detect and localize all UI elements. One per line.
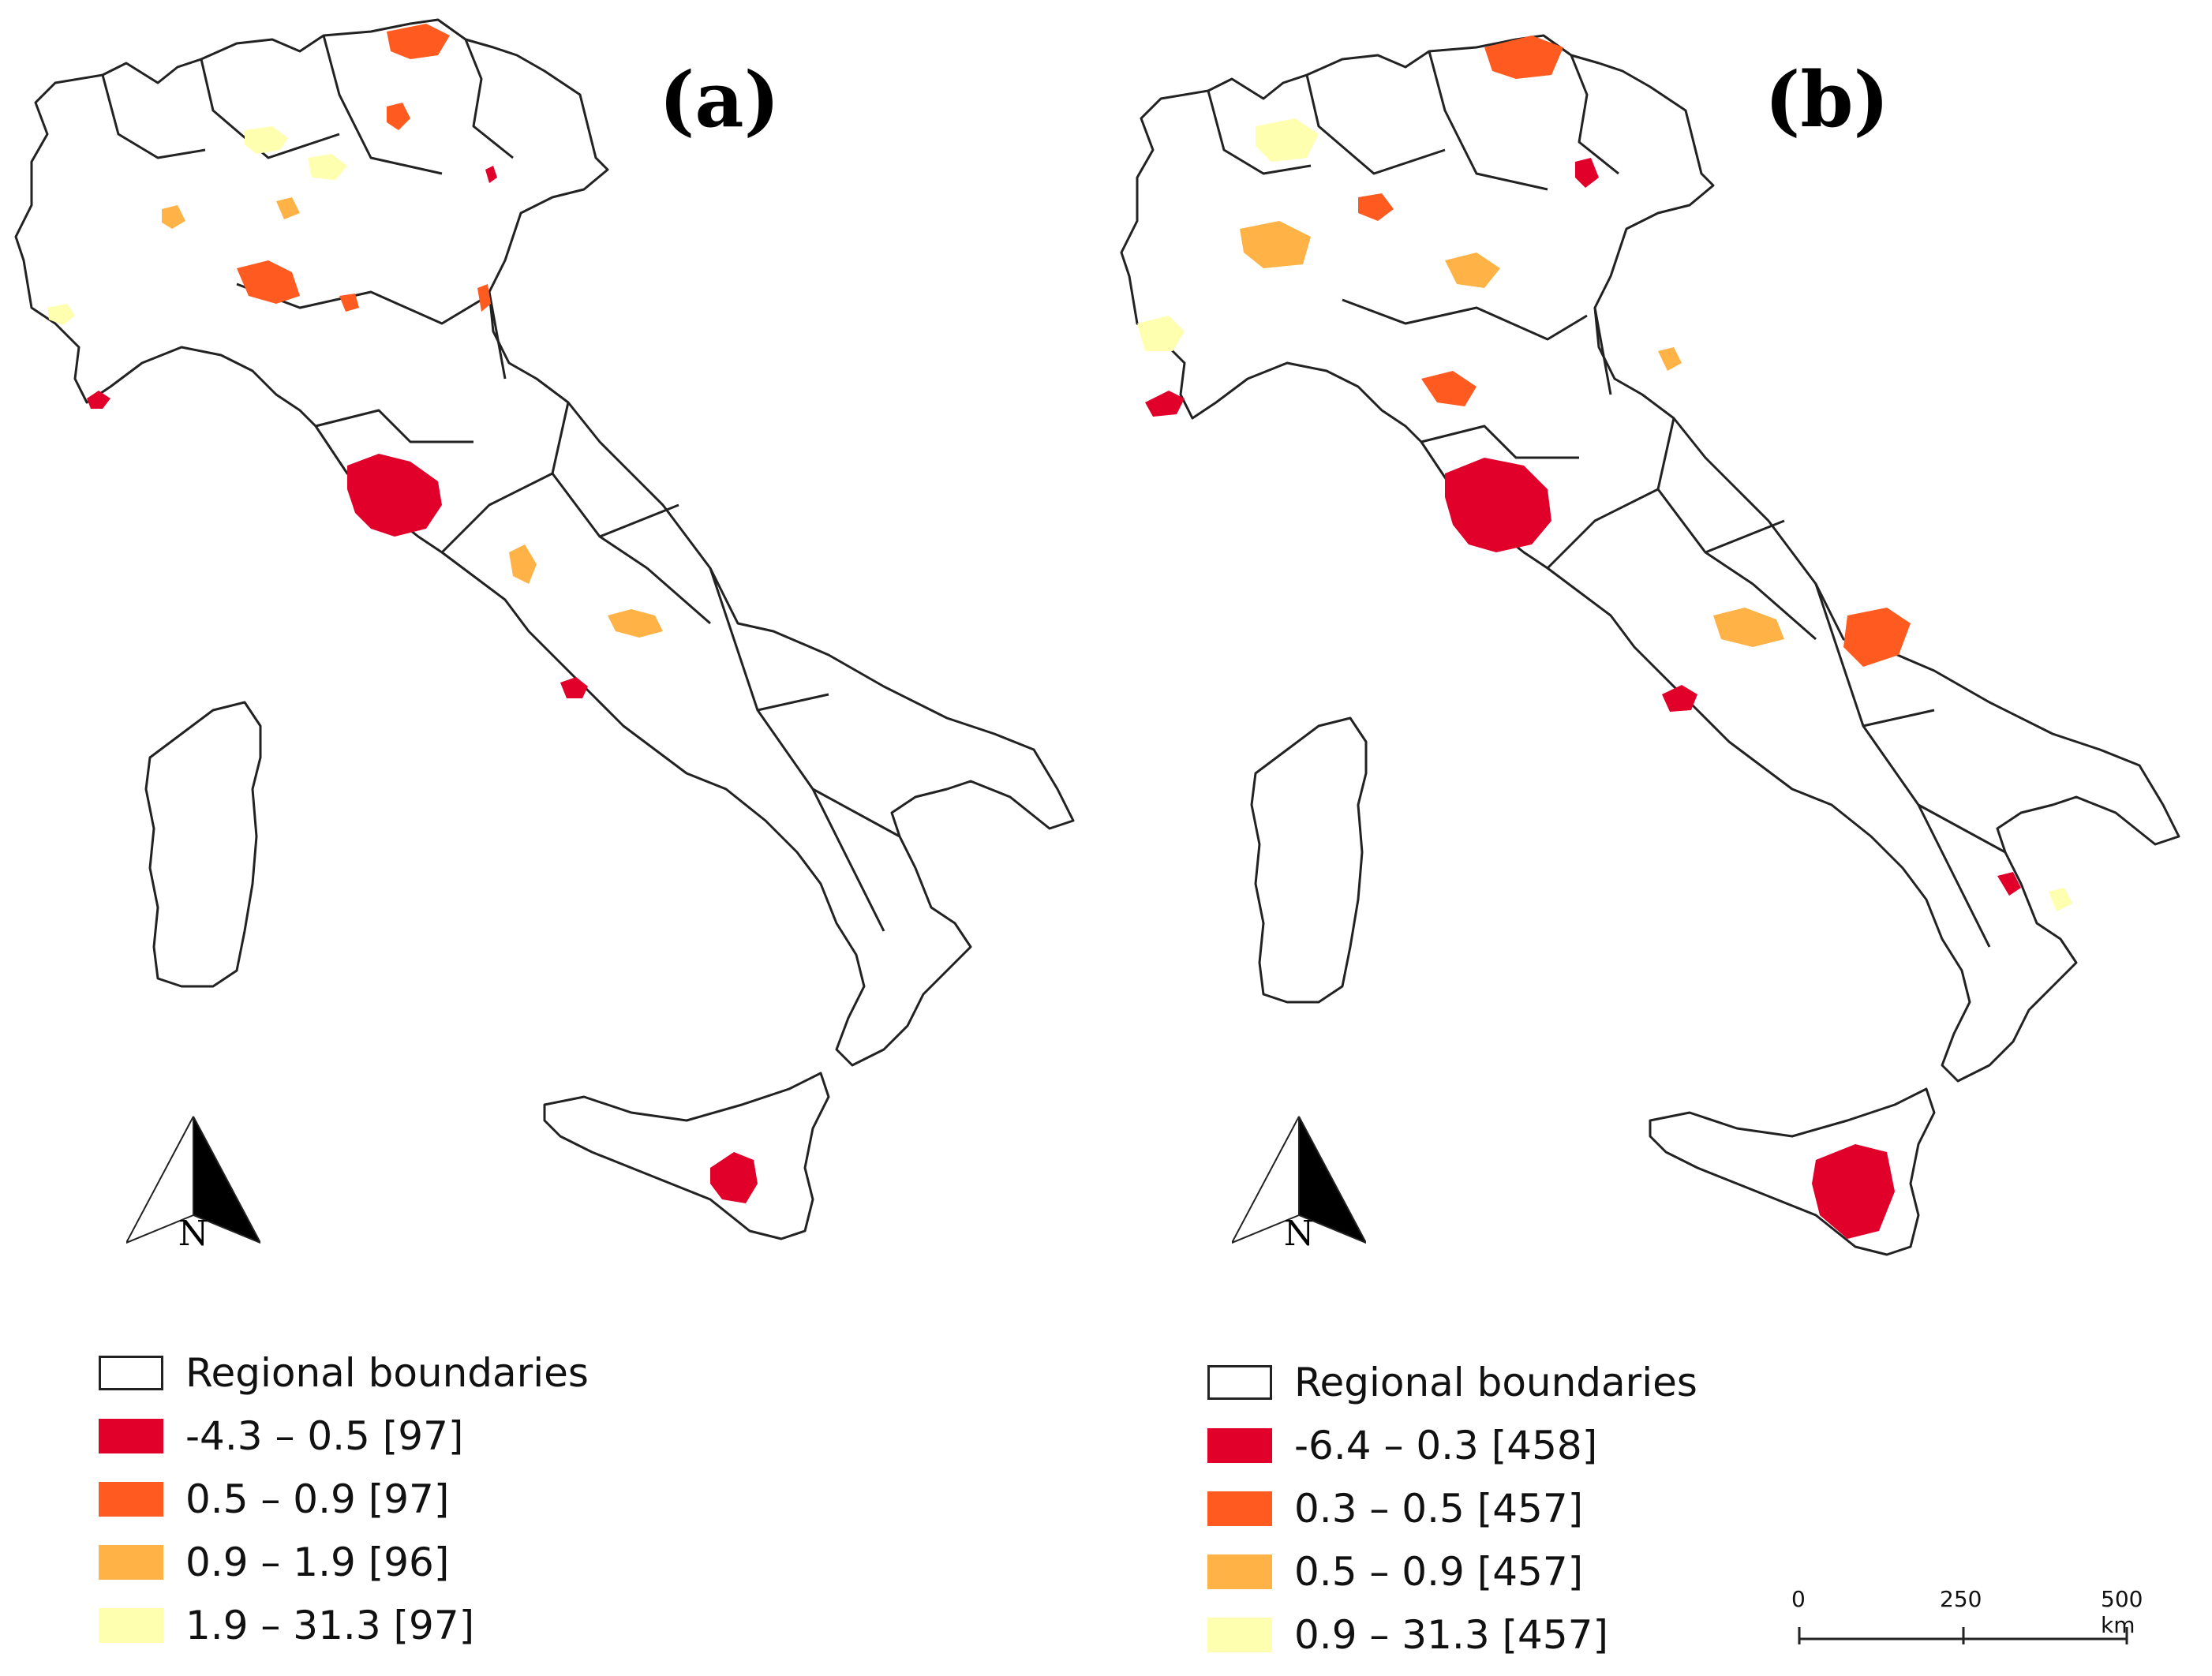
lombardy-area — [1240, 221, 1311, 268]
veneto-area — [1256, 118, 1319, 162]
sardinia-outline — [144, 701, 262, 988]
north-arrow-icon: N — [126, 1116, 260, 1251]
map-panel-a: (a) N — [0, 0, 1106, 1310]
legend-item: 0.5 – 0.9 [97] — [99, 1468, 589, 1531]
emilia-area — [1358, 193, 1394, 221]
scale-bar-line — [1798, 1627, 2128, 1644]
legend-swatch — [99, 1419, 163, 1453]
regional-boundaries — [1120, 34, 2180, 1256]
legend-label: -4.3 – 0.5 [97] — [185, 1413, 464, 1459]
legend-label: 0.5 – 0.9 [457] — [1294, 1549, 1584, 1595]
italy-map-a — [14, 18, 1075, 1240]
municipality-classes — [47, 24, 758, 1203]
municipality-classes — [1137, 36, 2072, 1239]
friuli-area — [1575, 158, 1599, 188]
legend-swatch — [1207, 1365, 1272, 1400]
marche-area — [1658, 347, 1682, 371]
genoa-area — [87, 391, 110, 409]
legend-label: 0.5 – 0.9 [97] — [185, 1476, 450, 1522]
legend-item: Regional boundaries — [99, 1341, 589, 1405]
catania-area — [710, 1152, 758, 1203]
piedmont-area — [162, 205, 185, 229]
legend-item: 1.9 – 31.3 [97] — [99, 1594, 589, 1657]
scale-tick-label: 0 — [1791, 1586, 1806, 1612]
legend-label: Regional boundaries — [1294, 1360, 1697, 1405]
naples-area — [1662, 685, 1697, 712]
bolzano-area — [1484, 36, 1563, 79]
legend-label: 0.9 – 31.3 [457] — [1294, 1612, 1608, 1658]
north-arrow-icon: N — [1232, 1116, 1366, 1251]
region-line — [1207, 51, 2006, 948]
scale-tick-label: 500 km — [2101, 1586, 2143, 1638]
italy-map-b — [1120, 34, 2180, 1256]
region-line — [101, 35, 900, 932]
legend-item: -4.3 – 0.5 [97] — [99, 1405, 589, 1468]
panel-label: (b) — [1765, 55, 1889, 144]
trento-area — [387, 103, 410, 130]
legend-label: 1.9 – 31.3 [97] — [185, 1603, 475, 1648]
calabria-area-2 — [2049, 888, 2072, 911]
north-arrow-label: N — [178, 1214, 209, 1251]
naples-area — [560, 677, 588, 698]
scale-tick-label: 250 — [1940, 1586, 1982, 1612]
legend-item: -6.4 – 0.3 [458] — [1207, 1414, 1697, 1477]
valle-area — [1137, 316, 1185, 351]
legend-swatch — [99, 1608, 163, 1643]
map-panel-b: (b) N — [1106, 0, 2211, 1310]
sicily-outline — [1649, 1087, 1936, 1256]
legend-swatch — [1207, 1554, 1272, 1589]
toscana-area — [1421, 371, 1477, 406]
legend-swatch — [99, 1545, 163, 1580]
piedmont-area — [1445, 253, 1500, 288]
scale-bar: 0 250 500 km — [1791, 1586, 2162, 1657]
ravenna-area — [477, 284, 491, 312]
abruzzo-area — [1713, 608, 1784, 647]
legend-item: 0.9 – 1.9 [96] — [99, 1531, 589, 1594]
calabria-area — [1997, 872, 2021, 896]
legend-item: 0.3 – 0.5 [457] — [1207, 1477, 1697, 1540]
bologna-area — [339, 294, 359, 312]
legend-label: 0.3 – 0.5 [457] — [1294, 1486, 1584, 1532]
lombardy-area — [245, 126, 288, 154]
legend-label: -6.4 – 0.3 [458] — [1294, 1423, 1598, 1468]
rome-area — [1445, 458, 1551, 552]
legend-a: Regional boundaries -4.3 – 0.5 [97] 0.5 … — [99, 1341, 589, 1657]
milan-area — [237, 260, 300, 304]
abruzzo-area — [608, 609, 663, 638]
legend-item: 0.5 – 0.9 [457] — [1207, 1540, 1697, 1603]
rome-area — [347, 454, 442, 537]
genoa-area — [1145, 391, 1185, 417]
piedmont-area-2 — [47, 304, 75, 325]
veneto-area — [276, 197, 300, 219]
legend-label: 0.9 – 1.9 [96] — [185, 1539, 450, 1585]
regional-boundaries — [14, 18, 1075, 1240]
mainland-outline — [1120, 34, 2180, 1083]
legend-item: Regional boundaries — [1207, 1351, 1697, 1414]
legend-b: Regional boundaries -6.4 – 0.3 [458] 0.3… — [1207, 1351, 1697, 1667]
north-arrow-label: N — [1284, 1214, 1315, 1251]
sicily-south-area — [1812, 1144, 1895, 1239]
legend-swatch — [1207, 1428, 1272, 1463]
puglia-area — [1843, 608, 1911, 667]
sicily-outline — [543, 1072, 830, 1240]
legend-label: Regional boundaries — [185, 1350, 589, 1396]
lombardy-area-2 — [308, 154, 347, 180]
legend-swatch — [1207, 1618, 1272, 1652]
legend-swatch — [99, 1356, 163, 1390]
legend-swatch — [99, 1482, 163, 1517]
trieste-area — [485, 166, 497, 183]
panel-label: (a) — [659, 55, 780, 144]
legend-swatch — [1207, 1491, 1272, 1526]
bolzano-area — [387, 24, 450, 59]
sardinia-outline — [1250, 716, 1368, 1004]
legend-item: 0.9 – 31.3 [457] — [1207, 1603, 1697, 1667]
umbria-area — [509, 544, 537, 584]
